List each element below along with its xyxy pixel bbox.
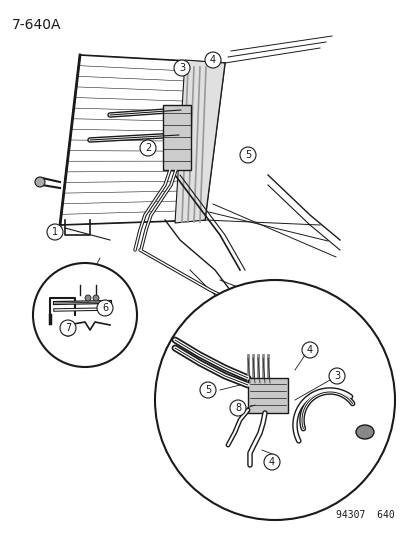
Text: 3: 3 [178,63,185,73]
Text: 5: 5 [244,150,251,160]
Circle shape [301,342,317,358]
Ellipse shape [355,425,373,439]
Text: 4: 4 [268,457,274,467]
Text: 7: 7 [65,323,71,333]
Circle shape [230,400,245,416]
Circle shape [93,295,99,301]
Text: 7-640A: 7-640A [12,18,62,32]
Text: 8: 8 [234,403,240,413]
Text: 1: 1 [52,227,58,237]
Circle shape [328,368,344,384]
Circle shape [173,60,190,76]
Circle shape [240,147,255,163]
Circle shape [97,300,113,316]
Bar [247,378,287,413]
Circle shape [47,224,63,240]
Text: 4: 4 [209,55,216,65]
Text: 94307  640: 94307 640 [335,510,394,520]
Circle shape [60,320,76,336]
Polygon shape [175,60,224,223]
Text: 5: 5 [204,385,211,395]
Circle shape [35,177,45,187]
Bar [163,105,190,170]
Text: 2: 2 [145,143,151,153]
Circle shape [140,140,156,156]
Circle shape [204,52,221,68]
Text: 6: 6 [102,303,108,313]
Circle shape [154,280,394,520]
Circle shape [85,295,91,301]
Circle shape [62,324,74,336]
Text: 3: 3 [333,371,339,381]
Circle shape [33,263,137,367]
Circle shape [199,382,216,398]
Circle shape [263,454,279,470]
Text: 4: 4 [306,345,312,355]
